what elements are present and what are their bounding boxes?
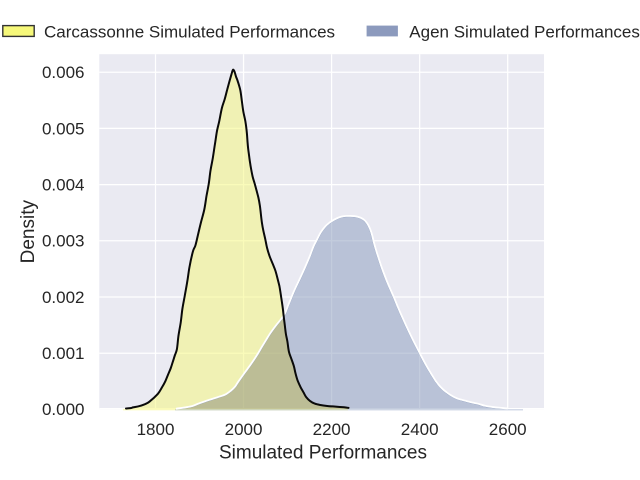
svg-text:Density: Density — [18, 200, 39, 264]
svg-text:1800: 1800 — [137, 420, 175, 439]
svg-text:Carcassonne Simulated Performa: Carcassonne Simulated Performances — [44, 23, 335, 42]
svg-text:0.002: 0.002 — [42, 288, 85, 307]
svg-text:0.003: 0.003 — [42, 232, 85, 251]
svg-text:2000: 2000 — [225, 420, 263, 439]
svg-text:0.004: 0.004 — [42, 176, 85, 195]
svg-text:0.001: 0.001 — [42, 344, 85, 363]
svg-text:0.005: 0.005 — [42, 119, 85, 138]
svg-text:2600: 2600 — [489, 420, 527, 439]
svg-text:Agen Simulated Performances: Agen Simulated Performances — [409, 23, 640, 42]
svg-text:0.006: 0.006 — [42, 63, 85, 82]
svg-text:0.000: 0.000 — [42, 400, 85, 419]
svg-text:Simulated Performances: Simulated Performances — [219, 442, 427, 463]
svg-text:2400: 2400 — [401, 420, 439, 439]
svg-text:2200: 2200 — [313, 420, 351, 439]
